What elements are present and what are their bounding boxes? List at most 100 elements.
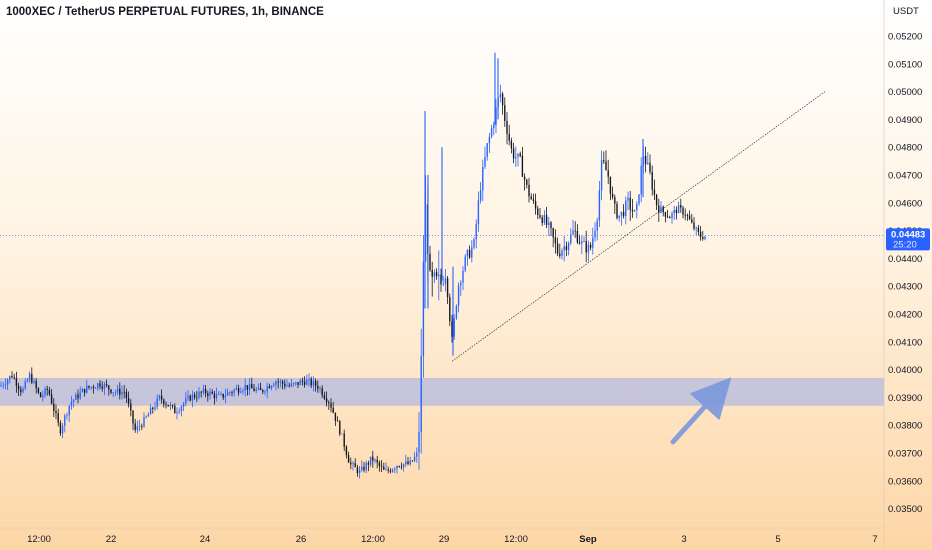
candle[interactable] bbox=[704, 236, 706, 241]
candle[interactable] bbox=[48, 386, 51, 397]
candle[interactable] bbox=[33, 377, 35, 385]
candle[interactable] bbox=[629, 191, 631, 221]
candle[interactable] bbox=[592, 227, 594, 255]
candle[interactable] bbox=[83, 388, 86, 397]
candle[interactable] bbox=[75, 392, 77, 401]
candle[interactable] bbox=[28, 371, 31, 383]
candle[interactable] bbox=[532, 193, 535, 204]
candle[interactable] bbox=[103, 381, 106, 396]
candle[interactable] bbox=[596, 217, 598, 241]
candle[interactable] bbox=[22, 386, 24, 394]
candle[interactable] bbox=[198, 386, 200, 400]
candle[interactable] bbox=[352, 460, 354, 471]
candle[interactable] bbox=[530, 193, 532, 200]
candle[interactable] bbox=[185, 391, 187, 407]
candle[interactable] bbox=[154, 401, 156, 412]
candle[interactable] bbox=[380, 460, 383, 473]
candle[interactable] bbox=[693, 216, 695, 231]
candle[interactable] bbox=[688, 210, 691, 221]
candle[interactable] bbox=[495, 98, 497, 133]
candle[interactable] bbox=[504, 97, 506, 127]
candle[interactable] bbox=[695, 226, 697, 236]
candle[interactable] bbox=[477, 191, 480, 232]
candle[interactable] bbox=[220, 391, 222, 396]
candle[interactable] bbox=[444, 269, 447, 292]
candle[interactable] bbox=[116, 384, 119, 396]
candle[interactable] bbox=[578, 234, 581, 245]
candle[interactable] bbox=[649, 154, 651, 175]
candle[interactable] bbox=[319, 385, 321, 394]
candle[interactable] bbox=[475, 219, 477, 249]
candle[interactable] bbox=[418, 412, 420, 470]
candle[interactable] bbox=[671, 211, 673, 224]
candle[interactable] bbox=[394, 466, 396, 474]
candle[interactable] bbox=[554, 229, 557, 254]
candle[interactable] bbox=[356, 464, 359, 477]
candle[interactable] bbox=[559, 243, 561, 259]
candle[interactable] bbox=[277, 378, 279, 389]
candle[interactable] bbox=[697, 224, 700, 236]
candle[interactable] bbox=[156, 394, 158, 410]
candle[interactable] bbox=[389, 468, 392, 474]
candle[interactable] bbox=[391, 468, 394, 473]
candle[interactable] bbox=[420, 328, 422, 454]
candle[interactable] bbox=[61, 422, 64, 439]
candle[interactable] bbox=[449, 293, 451, 326]
candle[interactable] bbox=[257, 383, 260, 391]
candle[interactable] bbox=[552, 227, 554, 248]
candle[interactable] bbox=[328, 400, 330, 410]
candle[interactable] bbox=[92, 384, 95, 394]
candle[interactable] bbox=[44, 386, 46, 399]
candle[interactable] bbox=[358, 466, 361, 479]
candle[interactable] bbox=[471, 240, 473, 263]
candle[interactable] bbox=[268, 383, 271, 389]
candle[interactable] bbox=[561, 248, 563, 260]
candle[interactable] bbox=[339, 419, 341, 437]
candle[interactable] bbox=[493, 121, 495, 136]
candle[interactable] bbox=[431, 261, 433, 297]
candle[interactable] bbox=[20, 386, 22, 397]
candle[interactable] bbox=[35, 378, 37, 394]
candle[interactable] bbox=[26, 377, 29, 383]
candle[interactable] bbox=[55, 404, 57, 420]
candle[interactable] bbox=[176, 407, 178, 420]
candle[interactable] bbox=[453, 314, 455, 341]
candle[interactable] bbox=[607, 159, 609, 185]
candle[interactable] bbox=[123, 385, 125, 399]
candle[interactable] bbox=[640, 157, 642, 203]
candle[interactable] bbox=[119, 382, 121, 400]
candle[interactable] bbox=[13, 373, 15, 380]
candle[interactable] bbox=[543, 210, 546, 225]
candle[interactable] bbox=[589, 242, 592, 251]
candle[interactable] bbox=[130, 399, 132, 417]
candle[interactable] bbox=[279, 378, 282, 388]
candle[interactable] bbox=[506, 112, 508, 145]
candle[interactable] bbox=[207, 390, 209, 402]
candle[interactable] bbox=[193, 392, 196, 400]
candle[interactable] bbox=[345, 445, 348, 459]
candle[interactable] bbox=[114, 389, 117, 397]
candle[interactable] bbox=[167, 404, 169, 407]
candle[interactable] bbox=[24, 378, 26, 391]
candle[interactable] bbox=[563, 236, 565, 262]
candle[interactable] bbox=[365, 460, 367, 474]
candle[interactable] bbox=[572, 219, 574, 236]
candle[interactable] bbox=[383, 462, 385, 471]
candle[interactable] bbox=[37, 387, 40, 395]
candle[interactable] bbox=[4, 378, 7, 390]
candle[interactable] bbox=[281, 379, 284, 390]
candle[interactable] bbox=[112, 392, 114, 398]
candle[interactable] bbox=[490, 124, 493, 139]
candle[interactable] bbox=[17, 382, 20, 396]
candle[interactable] bbox=[422, 235, 425, 378]
candle[interactable] bbox=[433, 269, 436, 284]
candle[interactable] bbox=[79, 386, 81, 400]
candle[interactable] bbox=[378, 460, 381, 472]
candle[interactable] bbox=[88, 385, 90, 390]
candle[interactable] bbox=[673, 205, 675, 220]
candle[interactable] bbox=[138, 419, 141, 432]
candle[interactable] bbox=[141, 423, 143, 430]
candle[interactable] bbox=[556, 237, 559, 257]
candle[interactable] bbox=[611, 186, 614, 200]
